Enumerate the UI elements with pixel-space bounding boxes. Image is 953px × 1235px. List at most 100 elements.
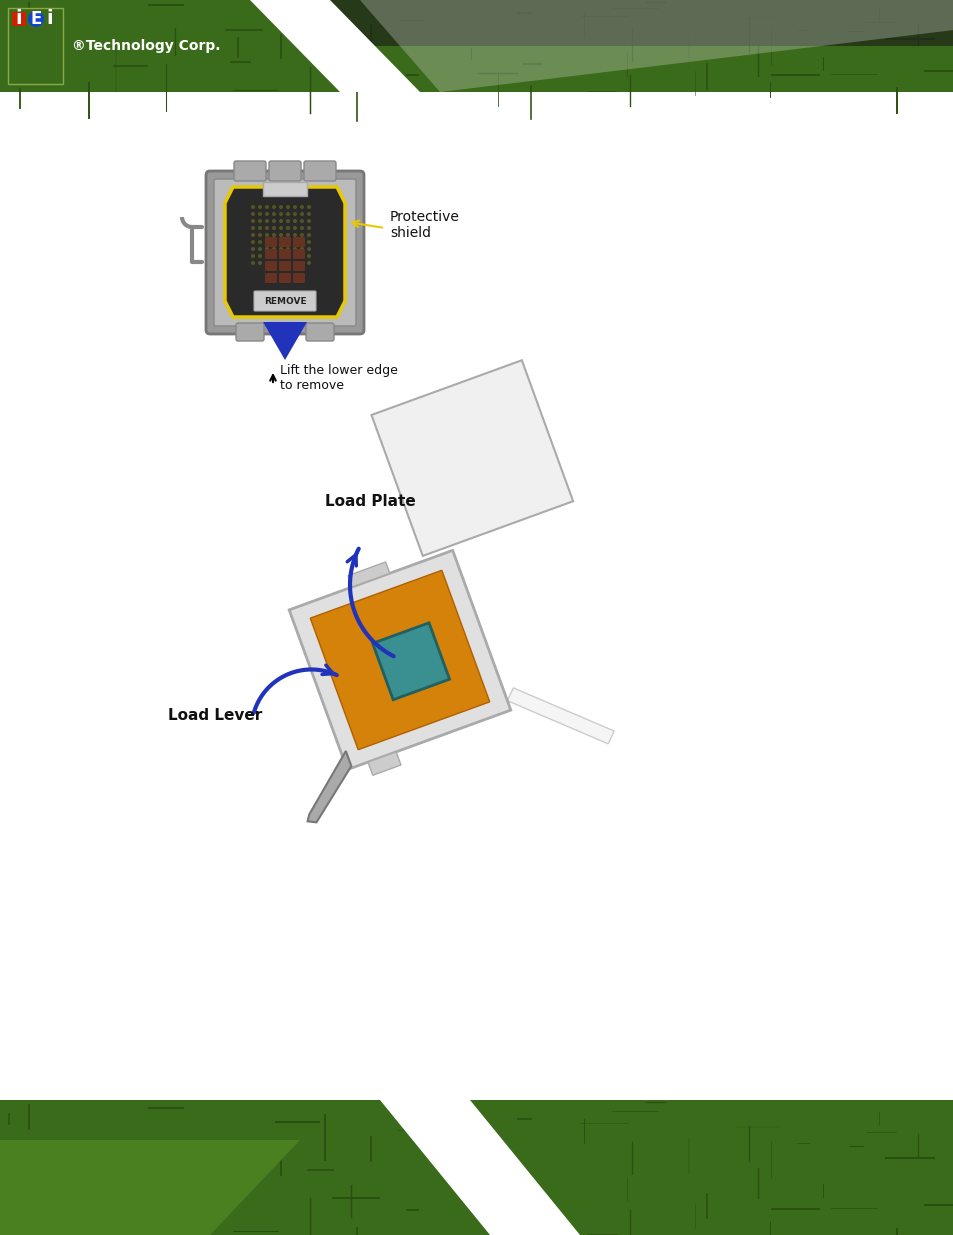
Circle shape: [278, 254, 283, 258]
Circle shape: [278, 247, 283, 251]
Circle shape: [257, 212, 262, 216]
Circle shape: [278, 226, 283, 230]
Circle shape: [293, 233, 296, 237]
FancyBboxPatch shape: [253, 291, 315, 311]
Circle shape: [278, 205, 283, 209]
Bar: [0, 1100, 953, 1235]
Circle shape: [251, 212, 254, 216]
Polygon shape: [225, 186, 345, 317]
FancyBboxPatch shape: [265, 273, 276, 283]
Text: ®Technology Corp.: ®Technology Corp.: [71, 40, 220, 53]
Circle shape: [251, 233, 254, 237]
Text: i: i: [15, 10, 22, 28]
Circle shape: [272, 254, 275, 258]
Circle shape: [307, 212, 311, 216]
Circle shape: [293, 254, 296, 258]
Circle shape: [299, 226, 304, 230]
Circle shape: [278, 240, 283, 245]
Circle shape: [286, 261, 290, 266]
FancyBboxPatch shape: [293, 261, 305, 270]
Circle shape: [307, 261, 311, 266]
Circle shape: [265, 219, 269, 224]
FancyBboxPatch shape: [235, 324, 264, 341]
Polygon shape: [373, 622, 449, 700]
FancyBboxPatch shape: [265, 249, 276, 259]
FancyBboxPatch shape: [293, 237, 305, 247]
FancyBboxPatch shape: [278, 249, 291, 259]
Polygon shape: [0, 1140, 299, 1235]
Polygon shape: [368, 752, 400, 776]
Circle shape: [278, 219, 283, 224]
Circle shape: [307, 219, 311, 224]
Circle shape: [299, 212, 304, 216]
Circle shape: [272, 212, 275, 216]
Circle shape: [257, 226, 262, 230]
FancyBboxPatch shape: [278, 261, 291, 270]
Circle shape: [251, 219, 254, 224]
Circle shape: [272, 226, 275, 230]
Circle shape: [286, 240, 290, 245]
Circle shape: [286, 254, 290, 258]
Circle shape: [272, 261, 275, 266]
Polygon shape: [310, 571, 489, 750]
Polygon shape: [379, 1100, 579, 1235]
Circle shape: [286, 219, 290, 224]
Circle shape: [265, 233, 269, 237]
Circle shape: [286, 205, 290, 209]
Circle shape: [299, 233, 304, 237]
Circle shape: [293, 212, 296, 216]
Circle shape: [278, 261, 283, 266]
Circle shape: [299, 254, 304, 258]
Polygon shape: [348, 562, 390, 587]
FancyBboxPatch shape: [265, 261, 276, 270]
Circle shape: [307, 247, 311, 251]
Bar: [263, 182, 307, 196]
Polygon shape: [250, 0, 419, 91]
Circle shape: [278, 233, 283, 237]
Circle shape: [293, 205, 296, 209]
Circle shape: [307, 233, 311, 237]
Circle shape: [286, 212, 290, 216]
FancyBboxPatch shape: [304, 161, 335, 182]
Polygon shape: [371, 361, 573, 556]
Circle shape: [307, 226, 311, 230]
Circle shape: [257, 247, 262, 251]
Circle shape: [251, 247, 254, 251]
Circle shape: [299, 219, 304, 224]
Circle shape: [293, 247, 296, 251]
Circle shape: [265, 226, 269, 230]
Circle shape: [257, 254, 262, 258]
Circle shape: [251, 226, 254, 230]
Text: Load Plate: Load Plate: [324, 494, 415, 510]
Circle shape: [257, 240, 262, 245]
Circle shape: [272, 233, 275, 237]
Circle shape: [251, 240, 254, 245]
Circle shape: [251, 254, 254, 258]
Circle shape: [272, 205, 275, 209]
FancyBboxPatch shape: [293, 273, 305, 283]
Circle shape: [278, 212, 283, 216]
Bar: [8, 7, 63, 84]
Circle shape: [257, 219, 262, 224]
FancyBboxPatch shape: [278, 237, 291, 247]
Circle shape: [251, 261, 254, 266]
Circle shape: [307, 205, 311, 209]
Circle shape: [299, 247, 304, 251]
Circle shape: [299, 205, 304, 209]
Text: REMOVE: REMOVE: [263, 296, 306, 305]
Circle shape: [293, 219, 296, 224]
FancyBboxPatch shape: [306, 324, 334, 341]
Circle shape: [307, 254, 311, 258]
Text: Lift the lower edge
to remove: Lift the lower edge to remove: [280, 364, 397, 391]
Circle shape: [293, 261, 296, 266]
Circle shape: [28, 11, 44, 27]
FancyBboxPatch shape: [213, 179, 355, 326]
Text: E: E: [30, 10, 42, 28]
Circle shape: [257, 205, 262, 209]
Circle shape: [272, 247, 275, 251]
Circle shape: [272, 219, 275, 224]
Circle shape: [286, 247, 290, 251]
Circle shape: [293, 240, 296, 245]
Text: Protective
shield: Protective shield: [390, 210, 459, 240]
Polygon shape: [263, 322, 307, 359]
